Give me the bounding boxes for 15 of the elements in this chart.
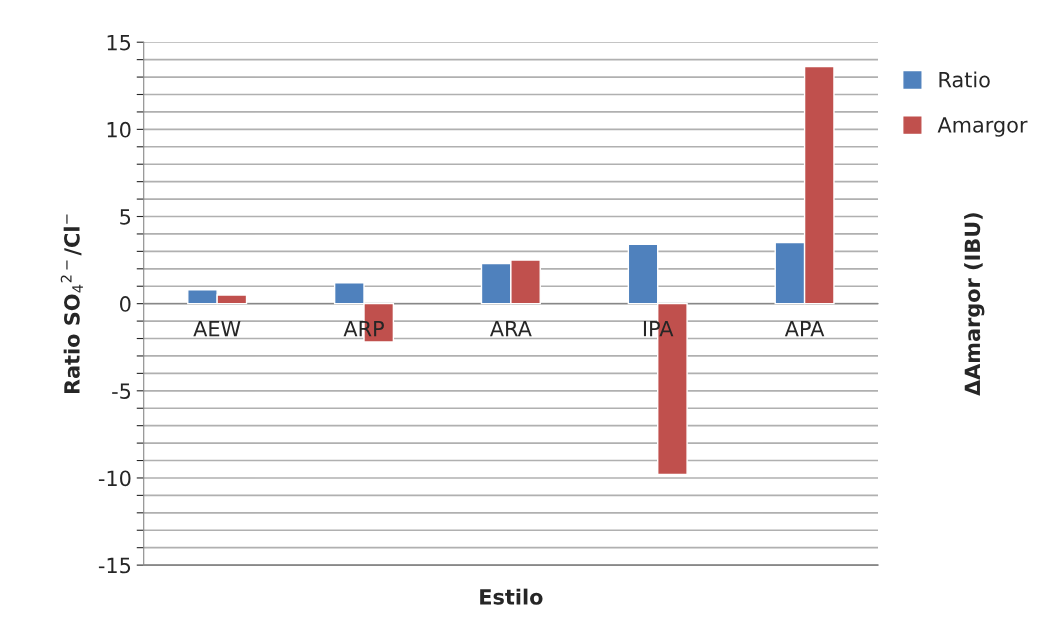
y-axis-title: Ratio SO$_{4}$$^{2−}$/Cl$^{−}$ — [60, 214, 83, 394]
x-tick-label: ARA — [489, 320, 532, 337]
y-tick-label: -5 — [112, 383, 131, 400]
x-axis-title: Estilo — [480, 588, 543, 605]
y-tick-label: 0 — [120, 296, 131, 312]
legend-label: Ratio — [939, 71, 990, 88]
y-tick-label: 5 — [120, 209, 131, 225]
y2-axis-title: ΔAmargor (IBU) — [964, 213, 985, 396]
y-tick-label: 15 — [107, 34, 131, 51]
x-tick-label: APA — [784, 320, 825, 337]
legend-label: Amargor — [937, 117, 1028, 137]
x-tick-label: AEW — [193, 320, 241, 337]
y-tick-label: -15 — [98, 557, 131, 574]
y-tick-label: -10 — [98, 470, 131, 487]
y-tick-label: 10 — [107, 121, 131, 138]
